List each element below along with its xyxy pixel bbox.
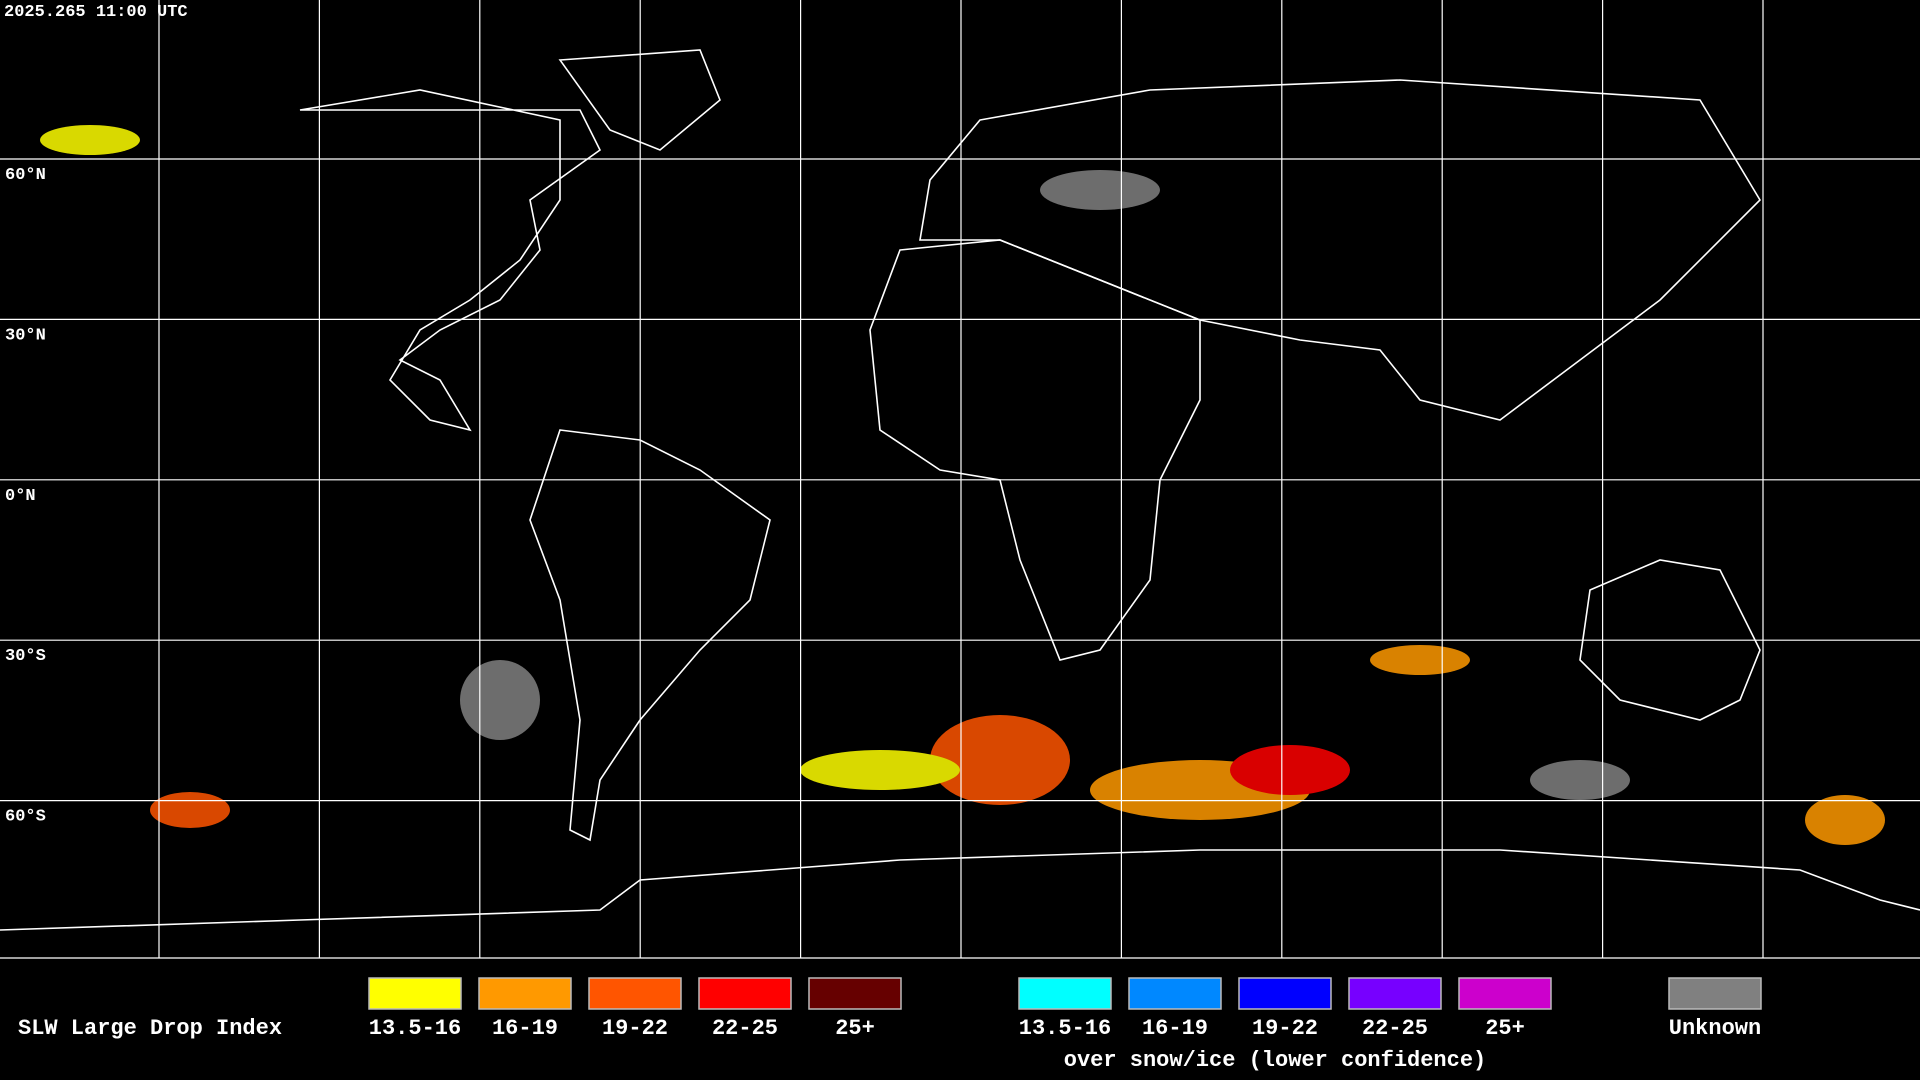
patch bbox=[40, 125, 140, 155]
legend-label: Unknown bbox=[1669, 1016, 1761, 1041]
latitude-label: 60°S bbox=[5, 808, 46, 827]
patch bbox=[800, 750, 960, 790]
north-america bbox=[299, 89, 602, 432]
legend-swatch bbox=[588, 977, 682, 1010]
patch bbox=[1230, 745, 1350, 795]
legend-label: 16-19 bbox=[1142, 1016, 1208, 1041]
timestamp: 2025.265 11:00 UTC bbox=[4, 3, 188, 22]
graticule: 60°N 30°N 0°N 30°S 60°S bbox=[0, 0, 1920, 958]
legend-swatch bbox=[1018, 977, 1112, 1010]
legend-swatch bbox=[1238, 977, 1332, 1010]
patch bbox=[1805, 795, 1885, 845]
latitude-label: 60°N bbox=[5, 166, 46, 185]
south-america bbox=[529, 429, 771, 842]
legend-swatch bbox=[1128, 977, 1222, 1010]
snow-ice-note: over snow/ice (lower confidence) bbox=[1064, 1048, 1486, 1073]
legend-label: 19-22 bbox=[1252, 1016, 1318, 1041]
patch bbox=[1040, 170, 1160, 210]
latitude-label: 0°N bbox=[5, 487, 36, 506]
legend-label: 22-25 bbox=[712, 1016, 778, 1041]
data-patches bbox=[40, 125, 1885, 845]
legend-swatch bbox=[698, 977, 792, 1010]
greenland bbox=[558, 49, 721, 151]
legend-swatch bbox=[1458, 977, 1552, 1010]
eurasia bbox=[919, 79, 1762, 421]
legend-label: 22-25 bbox=[1362, 1016, 1428, 1041]
legend-label: 13.5-16 bbox=[369, 1016, 461, 1041]
legend-title: SLW Large Drop Index bbox=[18, 1016, 282, 1041]
legend-label: 16-19 bbox=[492, 1016, 558, 1041]
latitude-label: 30°N bbox=[5, 326, 46, 345]
legend: 13.5-16 16-19 19-22 22-25 25+ 13.5-16 16-19 19-… bbox=[368, 977, 1762, 1041]
legend-label: 19-22 bbox=[602, 1016, 668, 1041]
australia bbox=[1579, 559, 1761, 721]
coastlines bbox=[0, 49, 1920, 931]
legend-swatch bbox=[368, 977, 462, 1010]
antarctica bbox=[0, 849, 1920, 931]
legend-swatch bbox=[1348, 977, 1442, 1010]
patch bbox=[150, 792, 230, 828]
latitude-label: 30°S bbox=[5, 647, 46, 666]
patch bbox=[1530, 760, 1630, 800]
patch bbox=[930, 715, 1070, 805]
patch bbox=[1370, 645, 1470, 675]
legend-swatch bbox=[1668, 977, 1762, 1010]
legend-swatch bbox=[478, 977, 572, 1010]
legend-label: 25+ bbox=[835, 1016, 875, 1041]
legend-label: 25+ bbox=[1485, 1016, 1525, 1041]
patch bbox=[460, 660, 540, 740]
legend-label: 13.5-16 bbox=[1019, 1016, 1111, 1041]
legend-swatch bbox=[808, 977, 902, 1010]
legend-panel bbox=[0, 958, 1920, 1080]
